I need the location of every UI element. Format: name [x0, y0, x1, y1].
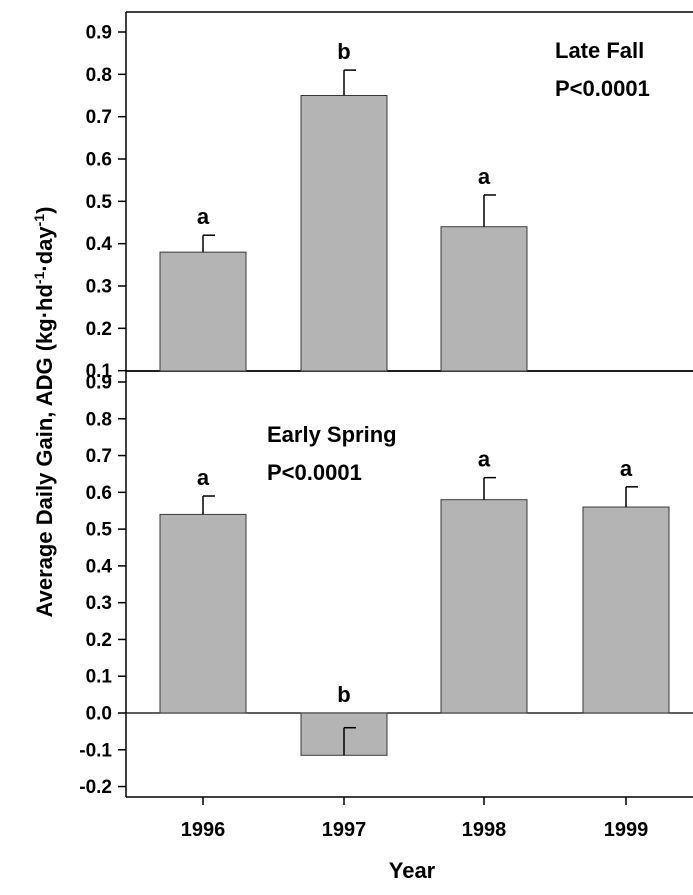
- y-tick-label: 0.1: [86, 667, 113, 688]
- y-tick-label: 0.7: [86, 446, 112, 467]
- panel-annotation: Early Spring: [267, 422, 397, 447]
- x-tick-label: 1998: [462, 819, 507, 841]
- significance-letter: a: [197, 204, 210, 229]
- y-axis-title: Average Daily Gain, ADG (kg·hd-1·day-1): [31, 207, 57, 618]
- y-tick-label: 0.3: [86, 277, 112, 298]
- significance-letter: b: [337, 39, 350, 64]
- bar: [159, 251, 247, 372]
- bar: [159, 513, 247, 714]
- significance-letter: a: [478, 164, 491, 189]
- panel-annotation: P<0.0001: [267, 460, 362, 485]
- y-tick-label: 0.6: [86, 483, 112, 504]
- y-tick-label: 0.8: [86, 65, 112, 86]
- bar: [440, 499, 528, 714]
- panel-annotation: Late Fall: [555, 38, 644, 63]
- y-tick-label: -0.1: [79, 740, 112, 761]
- y-tick-label: 0.5: [86, 520, 113, 541]
- y-tick-label: 0.9: [86, 373, 112, 394]
- y-tick-label: 0.9: [86, 23, 112, 44]
- x-tick-label: 1997: [322, 819, 367, 841]
- x-tick-label: 1996: [181, 819, 226, 841]
- significance-letter: a: [197, 465, 210, 490]
- y-tick-label: -0.2: [79, 777, 112, 798]
- panel-annotation: P<0.0001: [555, 76, 650, 101]
- significance-letter: b: [337, 682, 350, 707]
- x-tick-label: 1999: [604, 819, 649, 841]
- bar: [440, 226, 528, 372]
- bar: [300, 95, 388, 372]
- significance-letter: a: [620, 456, 633, 481]
- significance-letter: a: [478, 447, 491, 472]
- y-tick-label: 0.3: [86, 593, 112, 614]
- y-tick-label: 0.2: [86, 630, 112, 651]
- y-tick-label: 0.0: [86, 704, 112, 725]
- y-tick-label: 0.5: [86, 192, 113, 213]
- y-tick-label: 0.7: [86, 107, 112, 128]
- y-tick-label: 0.6: [86, 150, 112, 171]
- y-tick-label: 0.4: [86, 234, 113, 255]
- y-tick-label: 0.1: [86, 361, 113, 382]
- x-axis-title: Year: [389, 858, 436, 883]
- y-tick-label: 0.2: [86, 319, 112, 340]
- bar: [582, 506, 670, 714]
- y-tick-label: 0.4: [86, 556, 113, 577]
- y-tick-label: 0.8: [86, 409, 112, 430]
